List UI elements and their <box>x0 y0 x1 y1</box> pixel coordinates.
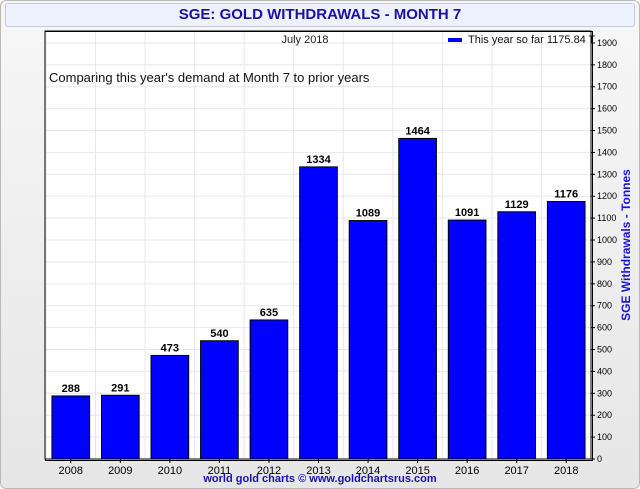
bar <box>100 394 140 460</box>
data-label: 635 <box>260 307 278 319</box>
data-label: 291 <box>111 382 129 394</box>
x-tick-label: 2012 <box>257 465 281 477</box>
chart-title: SGE: GOLD WITHDRAWALS - MONTH 7 <box>5 3 635 27</box>
bar <box>497 211 537 460</box>
x-tick-label: 2014 <box>356 465 380 477</box>
chart-subtitle: July 2018 <box>281 34 329 46</box>
bar <box>200 340 239 460</box>
x-tick-label: 2011 <box>208 465 232 477</box>
y-tick-label: 1900 <box>597 38 617 48</box>
x-tick-label: 2013 <box>306 465 330 477</box>
y-tick-label: 1700 <box>597 82 617 92</box>
data-label: 1129 <box>505 199 529 211</box>
y-tick-label: 100 <box>597 432 612 442</box>
y-tick-label: 1000 <box>597 235 617 245</box>
y-tick-label: 0 <box>597 454 602 464</box>
data-label: 1176 <box>554 188 578 200</box>
bar <box>249 319 289 460</box>
data-label: 288 <box>62 383 80 395</box>
plot-border <box>44 30 592 460</box>
bar <box>398 137 437 460</box>
y-tick-label: 800 <box>597 279 612 289</box>
y-tick-label: 1100 <box>597 213 616 223</box>
x-tick-label: 2016 <box>455 465 479 477</box>
y-tick-label: 600 <box>597 323 612 333</box>
y-tick-label: 900 <box>597 257 612 267</box>
x-tick-label: 2010 <box>158 465 182 477</box>
data-label: 1464 <box>405 125 430 137</box>
legend-label: This year so far 1175.84 T <box>468 34 596 46</box>
x-tick-label: 2009 <box>108 465 132 477</box>
y-tick-label: 300 <box>597 388 612 398</box>
data-label: 1091 <box>455 207 479 219</box>
y-tick-label: 1800 <box>597 60 617 70</box>
legend: This year so far 1175.84 T <box>448 34 595 46</box>
data-label: 1334 <box>306 154 331 166</box>
bar <box>348 220 388 460</box>
bar <box>447 219 487 460</box>
x-tick-label: 2017 <box>504 465 528 477</box>
data-label: 473 <box>161 342 179 354</box>
y-tick-label: 1500 <box>597 126 617 136</box>
x-tick-label: 2015 <box>405 465 429 477</box>
legend-swatch <box>448 38 462 42</box>
chart-annotation: Comparing this year's demand at Month 7 … <box>49 70 370 85</box>
bar <box>546 200 586 460</box>
y-tick-label: 1200 <box>597 191 617 201</box>
data-label: 1089 <box>356 208 380 220</box>
y-tick-label: 1300 <box>597 169 617 179</box>
y-tick-label: 500 <box>597 345 612 355</box>
bar <box>150 354 190 460</box>
data-label: 540 <box>210 328 228 340</box>
x-tick-label: 2008 <box>59 465 83 477</box>
y-tick-label: 200 <box>597 410 612 420</box>
source-credit: world gold charts © www.goldchartsrus.co… <box>203 473 437 485</box>
y-tick-label: 700 <box>597 301 612 311</box>
y-tick-label: 400 <box>597 366 612 376</box>
y-axis-label-text: SGE Withdrawals - Tonnes <box>619 169 633 321</box>
bar <box>51 395 91 460</box>
bar <box>299 166 338 460</box>
x-tick-label: 2018 <box>554 465 578 477</box>
y-tick-label: 1400 <box>597 147 617 157</box>
y-tick-label: 1600 <box>597 104 617 114</box>
